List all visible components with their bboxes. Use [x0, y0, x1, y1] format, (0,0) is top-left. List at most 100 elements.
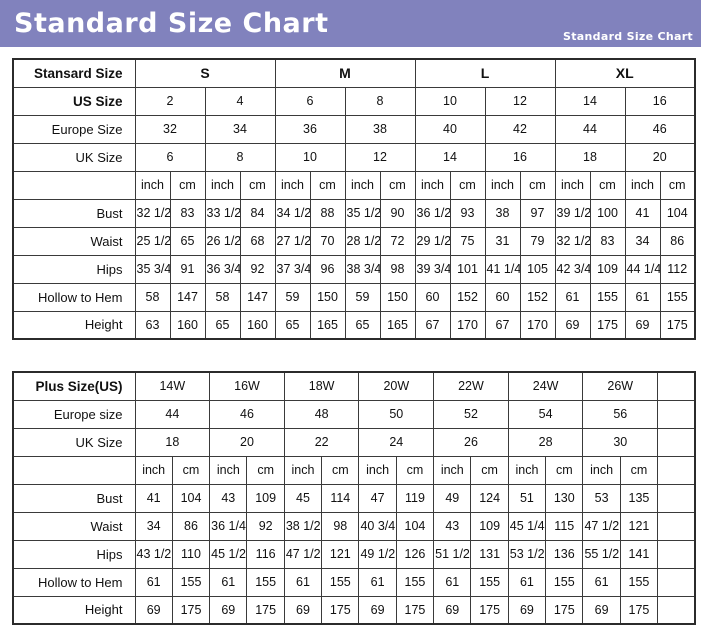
size-value: 4: [204, 86, 276, 116]
measure-value: 41 1/4: [484, 254, 521, 284]
measure-value: 37 3/4: [274, 254, 311, 284]
measure-value: 27 1/2: [274, 226, 311, 256]
plus-empty-cell: [657, 455, 696, 485]
plus-size-16W: 16W: [209, 371, 285, 401]
measure-value: 49: [433, 483, 472, 513]
measure-value: 88: [309, 198, 346, 228]
measure-value: 69: [283, 595, 323, 625]
unit-cm: cm: [321, 455, 360, 485]
measure-value: 175: [395, 595, 435, 625]
size-value: 22: [283, 427, 360, 457]
measure-value: 155: [246, 567, 285, 597]
row-label: Europe Size: [12, 114, 136, 144]
measure-value: 42 3/4: [554, 254, 591, 284]
unit-inch: inch: [209, 455, 248, 485]
measure-value: 35 3/4: [134, 254, 171, 284]
plus-row-bust: Bust 41 104 43 109 45 114 47 119 49 124 51 130 53 135: [12, 483, 696, 513]
measure-value: 65: [204, 310, 241, 340]
size-value: 10: [414, 86, 486, 116]
unit-cm: cm: [449, 170, 486, 200]
measure-value: 119: [395, 483, 435, 513]
measure-value: 92: [239, 254, 276, 284]
standard-row-europe-size: Europe Size 32 34 36 38 40 42 44 46: [12, 114, 696, 144]
measure-value: 28 1/2: [344, 226, 381, 256]
measure-value: 70: [309, 226, 346, 256]
plus-size-table-container: Plus Size(US) 14W 16W 18W 20W 22W 24W 26W Europe…: [12, 371, 696, 625]
unit-inch: inch: [344, 170, 381, 200]
measure-value: 155: [659, 282, 696, 312]
unit-cm: cm: [239, 170, 276, 200]
size-value: 56: [582, 399, 659, 429]
unit-cm: cm: [246, 455, 285, 485]
unit-inch: inch: [358, 455, 397, 485]
plus-header-row: Plus Size(US) 14W 16W 18W 20W 22W 24W 26W: [12, 371, 696, 401]
measure-value: 175: [321, 595, 360, 625]
measure-value: 61: [554, 282, 591, 312]
size-value: 2: [134, 86, 206, 116]
row-label: Bust: [12, 483, 136, 513]
plus-row-hips: Hips 43 1/2 110 45 1/2 116 47 1/2 121 49 1/2 126…: [12, 539, 696, 569]
size-value: 24: [358, 427, 435, 457]
unit-row-label: [12, 455, 136, 485]
measure-value: 92: [246, 511, 285, 541]
unit-inch: inch: [283, 455, 323, 485]
measure-value: 112: [659, 254, 696, 284]
size-value: 8: [344, 86, 416, 116]
size-value: 34: [204, 114, 276, 144]
standard-size-table: Stansard Size S M L XL US Size 2 4 6 8 10 12 14 16 Eur…: [12, 58, 696, 340]
measure-value: 69: [624, 310, 661, 340]
measure-value: 152: [519, 282, 556, 312]
row-label: Height: [12, 310, 136, 340]
measure-value: 41: [624, 198, 661, 228]
standard-group-header-row: Stansard Size S M L XL: [12, 58, 696, 88]
measure-value: 155: [545, 567, 584, 597]
measure-value: 38: [484, 198, 521, 228]
plus-size-26W: 26W: [582, 371, 659, 401]
measure-value: 84: [239, 198, 276, 228]
measure-value: 121: [321, 539, 360, 569]
unit-cm: cm: [171, 455, 211, 485]
size-value: 32: [134, 114, 206, 144]
plus-header-label: Plus Size(US): [12, 371, 136, 401]
plus-empty-cell: [657, 567, 696, 597]
measure-value: 175: [171, 595, 211, 625]
measure-value: 109: [246, 483, 285, 513]
plus-size-24W: 24W: [507, 371, 584, 401]
size-group-S: S: [134, 58, 276, 88]
measure-value: 160: [239, 310, 276, 340]
measure-value: 65: [274, 310, 311, 340]
measure-value: 39 1/2: [554, 198, 591, 228]
measure-value: 29 1/2: [414, 226, 451, 256]
size-value: 38: [344, 114, 416, 144]
measure-value: 45: [283, 483, 323, 513]
measure-value: 155: [321, 567, 360, 597]
measure-value: 100: [589, 198, 626, 228]
unit-inch: inch: [484, 170, 521, 200]
measure-value: 65: [344, 310, 381, 340]
measure-value: 91: [169, 254, 206, 284]
measure-value: 83: [589, 226, 626, 256]
measure-value: 155: [470, 567, 509, 597]
standard-size-table-container: Stansard Size S M L XL US Size 2 4 6 8 10 12 14 16 Eur…: [12, 58, 696, 340]
measure-value: 90: [379, 198, 416, 228]
unit-inch: inch: [204, 170, 241, 200]
measure-value: 45 1/2: [209, 539, 248, 569]
row-label: Hips: [12, 254, 136, 284]
measure-value: 152: [449, 282, 486, 312]
plus-size-14W: 14W: [134, 371, 211, 401]
measure-value: 63: [134, 310, 171, 340]
standard-header-label: Stansard Size: [12, 58, 136, 88]
measure-value: 101: [449, 254, 486, 284]
size-value: 26: [433, 427, 509, 457]
measure-value: 47 1/2: [283, 539, 323, 569]
measure-value: 69: [554, 310, 591, 340]
measure-value: 116: [246, 539, 285, 569]
measure-value: 147: [239, 282, 276, 312]
measure-value: 67: [484, 310, 521, 340]
unit-cm: cm: [169, 170, 206, 200]
measure-value: 51 1/2: [433, 539, 472, 569]
measure-value: 32 1/2: [134, 198, 171, 228]
measure-value: 61: [358, 567, 397, 597]
standard-row-waist: Waist 25 1/2 65 26 1/2 68 27 1/2 70 28 1/2 72 29 …: [12, 226, 696, 256]
unit-inch: inch: [554, 170, 591, 200]
